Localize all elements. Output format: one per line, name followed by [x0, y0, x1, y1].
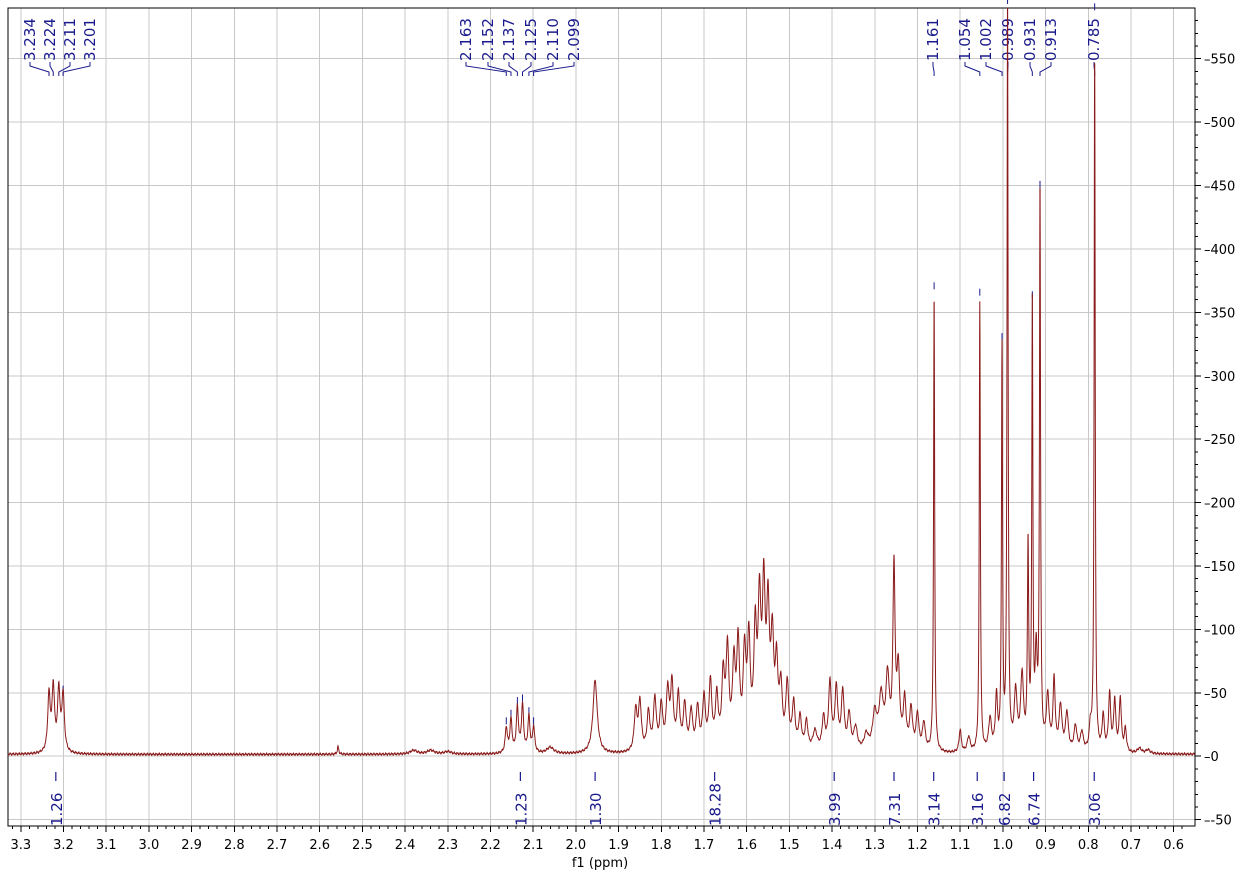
peak-connector: [465, 62, 507, 76]
y-tick-label: –350: [1204, 306, 1235, 321]
peak-label: 2.137: [500, 18, 518, 61]
y-tick-label: –450: [1204, 180, 1235, 195]
peak-connector: [522, 62, 532, 76]
peak-connector: [1029, 62, 1033, 76]
x-axis-label: f1 (ppm): [572, 856, 628, 871]
peak-connector: [49, 62, 54, 76]
peak-label: 2.110: [544, 18, 562, 61]
x-tick-label: 1.7: [694, 838, 715, 853]
axis-layer: 3.3 3.2 3.1 3.0 2.9 2.8 2.7 2.6 2.5 2.4 2.3 2.2 2.1 2…: [10, 20, 1235, 853]
x-tick-label: 1.9: [608, 838, 629, 853]
peak-label: 3.224: [41, 18, 59, 61]
peak-connector: [1039, 62, 1052, 76]
peak-label: 1.054: [956, 18, 974, 61]
y-tick-label: –400: [1204, 243, 1235, 258]
x-tick-label: 1.3: [864, 838, 885, 853]
peak-label: 0.913: [1042, 18, 1060, 61]
peak-label: 2.152: [479, 18, 497, 61]
y-tick-label: –100: [1204, 623, 1235, 638]
y-tick-label: –500: [1204, 116, 1235, 131]
integral-label: 3.06: [1086, 793, 1104, 826]
peak-connector: [528, 62, 554, 76]
x-tick-label: 3.3: [10, 838, 31, 853]
x-tick-label: 1.4: [822, 838, 843, 853]
peak-connector: [508, 62, 518, 76]
x-tick-label: 1.1: [950, 838, 971, 853]
peak-connector: [533, 62, 575, 76]
peak-connector: [487, 62, 512, 76]
x-tick-label: 0.6: [1163, 838, 1184, 853]
integral-label: 3.16: [969, 793, 987, 826]
x-tick-label: 1.0: [993, 838, 1014, 853]
peak-connector: [58, 62, 71, 76]
peak-label: 2.099: [565, 18, 583, 61]
x-tick-label: 1.6: [736, 838, 757, 853]
x-tick-label: 3.2: [53, 838, 74, 853]
integration-layer: 1.26 1.23 1.30 18.28 3.99 7.31 3.14 3.16 6.82 6.7…: [48, 772, 1104, 826]
x-tick-label: 2.8: [224, 838, 245, 853]
x-tick-label: 2.6: [309, 838, 330, 853]
peak-label: 3.234: [21, 18, 39, 61]
x-tick-label: 0.9: [1035, 838, 1056, 853]
x-tick-label: 2.9: [181, 838, 202, 853]
peak-label: 0.931: [1021, 18, 1039, 61]
peak-connector: [29, 62, 50, 76]
y-tick-label: –250: [1204, 433, 1235, 448]
spectrum-layer: [7, 7, 1196, 757]
peak-label: 1.161: [924, 18, 942, 61]
y-tick-label: –-50: [1204, 814, 1232, 829]
y-tick-label: –0: [1204, 750, 1219, 765]
integral-label: 3.14: [926, 793, 944, 826]
x-tick-label: 3.1: [96, 838, 117, 853]
peak-label: 3.201: [81, 18, 99, 61]
peak-connector: [964, 62, 981, 76]
integral-label: 1.23: [512, 793, 530, 826]
y-tick-label: –50: [1204, 687, 1227, 702]
x-tick-label: 2.5: [352, 838, 373, 853]
peak-label: 3.211: [61, 18, 79, 61]
integral-label: 1.26: [48, 793, 66, 826]
x-tick-label: 2.1: [523, 838, 544, 853]
y-tick-label: –300: [1204, 370, 1235, 385]
integral-label: 7.31: [886, 793, 904, 826]
peak-connector: [985, 62, 1003, 76]
x-tick-label: 2.0: [566, 838, 587, 853]
x-tick-label: 1.5: [779, 838, 800, 853]
x-tick-label: 0.8: [1078, 838, 1099, 853]
x-tick-label: 2.2: [480, 838, 501, 853]
y-tick-label: –200: [1204, 497, 1235, 512]
x-tick-label: 1.8: [651, 838, 672, 853]
integral-label: 1.30: [587, 793, 605, 826]
peak-label: 0.785: [1085, 18, 1103, 61]
peak-connector: [932, 62, 935, 76]
x-tick-label: 2.3: [437, 838, 458, 853]
integral-label: 3.99: [826, 793, 844, 826]
grid-layer: [8, 8, 1195, 826]
peak-connector: [62, 62, 91, 76]
peak-label-layer: 3.234 3.224 3.211 3.201 2.163 2.152 2.137 2.125…: [21, 0, 1103, 725]
peak-label: 1.002: [977, 18, 995, 61]
y-tick-label: –550: [1204, 53, 1235, 68]
peak-label: 2.125: [522, 18, 540, 61]
integral-label: 6.82: [996, 793, 1014, 826]
spectrum-line: [7, 7, 1196, 757]
peak-label: 2.163: [457, 18, 475, 61]
x-tick-label: 1.2: [907, 838, 928, 853]
integral-label: 6.74: [1026, 793, 1044, 826]
x-tick-label: 0.7: [1121, 838, 1142, 853]
x-tick-label: 2.7: [267, 838, 288, 853]
x-tick-label: 3.0: [139, 838, 160, 853]
x-tick-label: 2.4: [395, 838, 416, 853]
integral-label: 18.28: [707, 783, 725, 826]
y-tick-label: –150: [1204, 560, 1235, 575]
